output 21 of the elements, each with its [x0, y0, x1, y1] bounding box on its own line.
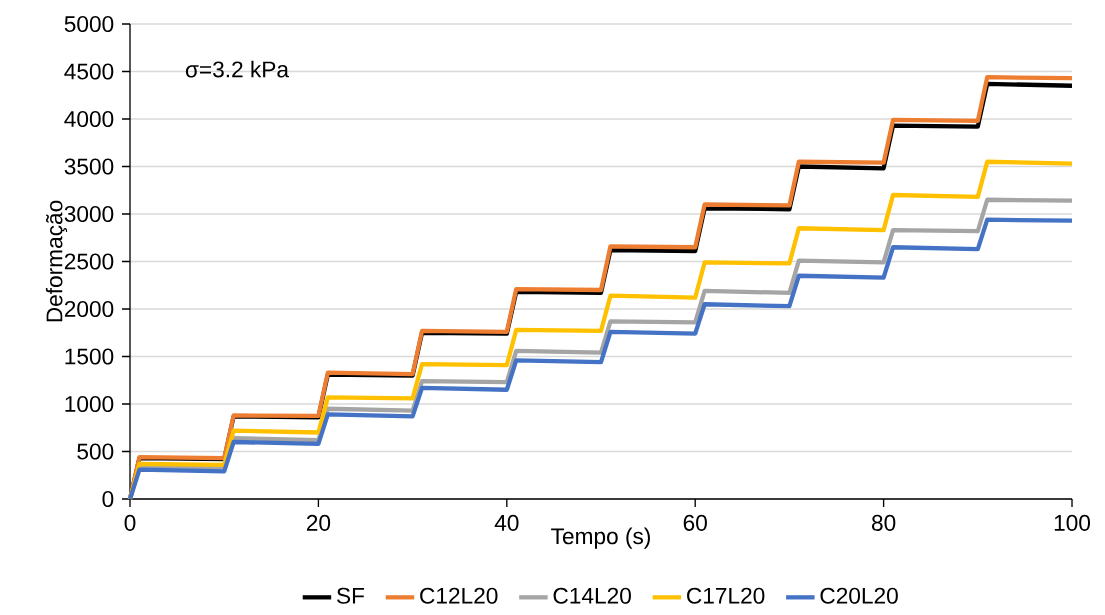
legend-label: SF — [337, 587, 365, 604]
x-axis-title: Tempo (s) — [551, 527, 650, 549]
y-tick-label: 1500 — [65, 348, 114, 365]
y-tick-label: 500 — [77, 443, 114, 460]
x-tick-label: 100 — [1054, 514, 1091, 531]
x-tick-label: 80 — [871, 514, 896, 531]
legend-label: C12L20 — [420, 587, 498, 604]
y-tick-label: 5000 — [64, 15, 114, 33]
x-tick-label: 60 — [683, 514, 707, 531]
legend-label: C14L20 — [553, 587, 631, 604]
y-tick-label: 0 — [102, 490, 114, 508]
x-tick-label: 0 — [124, 514, 136, 531]
annotation: σ=3.2 kPa — [185, 60, 289, 78]
y-tick-label: 4500 — [64, 63, 114, 80]
y-tick-label: 3500 — [64, 158, 114, 175]
x-tick-label: 40 — [494, 514, 519, 531]
legend-label: C20L20 — [820, 587, 898, 604]
y-tick-label: 1000 — [65, 395, 114, 413]
legend-label: C17L20 — [687, 587, 765, 604]
y-tick-label: 4000 — [64, 110, 114, 128]
x-tick-label: 20 — [306, 514, 331, 531]
